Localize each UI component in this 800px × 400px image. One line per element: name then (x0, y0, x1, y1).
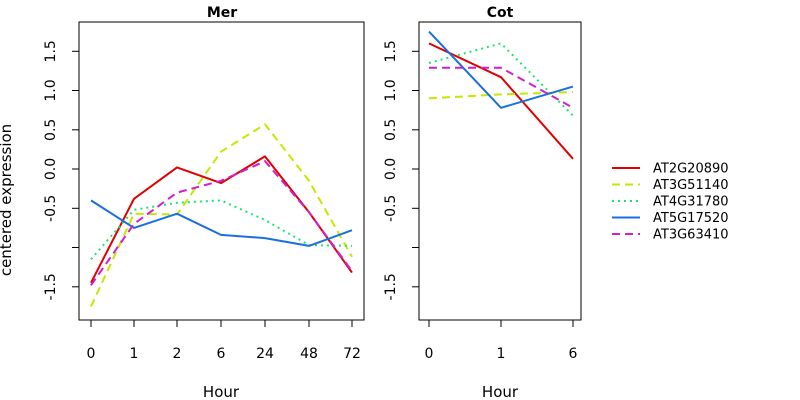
panel-mer-x-axis: 0 1 2 6 24 48 72 (87, 319, 361, 362)
y-axis-label: centered expression (0, 124, 15, 276)
mer-y-tick-label: 1.0 (43, 79, 59, 101)
cot-x-tick-label: 1 (497, 346, 506, 362)
panel-cot: Cot 0 1 6 -1.5 -0.5 0.0 0.5 1.0 1.5 Hour (383, 5, 582, 400)
mer-series-line-at3g63410 (90, 160, 353, 286)
legend-label-at4g31780: AT4G31780 (653, 195, 729, 210)
panel-mer-plot-box (78, 21, 365, 321)
legend-label-at2g20890: AT2G20890 (653, 162, 729, 177)
mer-y-tick-label: 0.0 (43, 158, 59, 180)
mer-x-tick-label: 48 (300, 346, 318, 362)
mer-y-tick-label: -0.5 (43, 195, 59, 222)
panel-mer-y-axis: -1.5 -0.5 0.0 0.5 1.0 1.5 (43, 40, 80, 300)
cot-y-tick-label: -0.5 (383, 195, 399, 222)
mer-x-tick-label: 72 (343, 346, 361, 362)
cot-y-tick-label: -1.5 (383, 273, 399, 300)
cot-series-line-at2g20890 (428, 42, 574, 160)
mer-series-line-at3g51140 (90, 123, 353, 307)
cot-x-tick-label: 0 (425, 346, 434, 362)
panel-cot-x-axis: 0 1 6 (425, 319, 578, 362)
legend-label-at5g17520: AT5G17520 (653, 211, 729, 226)
panel-mer-series (90, 123, 353, 307)
mer-x-tick-label: 0 (87, 346, 96, 362)
mer-x-tick-label: 1 (130, 346, 139, 362)
mer-y-tick-label: 0.5 (43, 119, 59, 141)
legend-label-at3g51140: AT3G51140 (653, 178, 729, 193)
legend-label-at3g63410: AT3G63410 (653, 228, 729, 243)
mer-series-line-at5g17520 (90, 199, 353, 247)
panel-mer-x-label: Hour (203, 383, 240, 400)
cot-y-tick-label: 1.0 (383, 79, 399, 101)
mer-x-tick-label: 24 (256, 346, 274, 362)
panel-mer-title: Mer (207, 5, 237, 21)
mer-x-tick-label: 2 (173, 346, 182, 362)
panel-cot-title: Cot (487, 5, 514, 21)
cot-y-tick-label: 0.5 (383, 119, 399, 141)
panel-mer: Mer 0 1 2 6 24 48 72 -1.5 -0.5 0.0 0.5 1.0 1.5 Hour (43, 5, 365, 400)
panel-cot-x-label: Hour (482, 383, 519, 400)
panel-cot-series (428, 30, 574, 160)
mer-y-tick-label: 1.5 (43, 40, 59, 62)
cot-series-line-at5g17520 (428, 30, 574, 109)
cot-x-tick-label: 6 (569, 346, 578, 362)
panel-cot-y-axis: -1.5 -0.5 0.0 0.5 1.0 1.5 (383, 40, 420, 300)
mer-x-tick-label: 6 (217, 346, 226, 362)
cot-y-tick-label: 1.5 (383, 40, 399, 62)
cot-series-line-at3g63410 (429, 66, 574, 109)
mer-y-tick-label: -1.5 (43, 273, 59, 300)
mer-series-line-at2g20890 (90, 155, 353, 284)
cot-y-tick-label: 0.0 (383, 158, 399, 180)
